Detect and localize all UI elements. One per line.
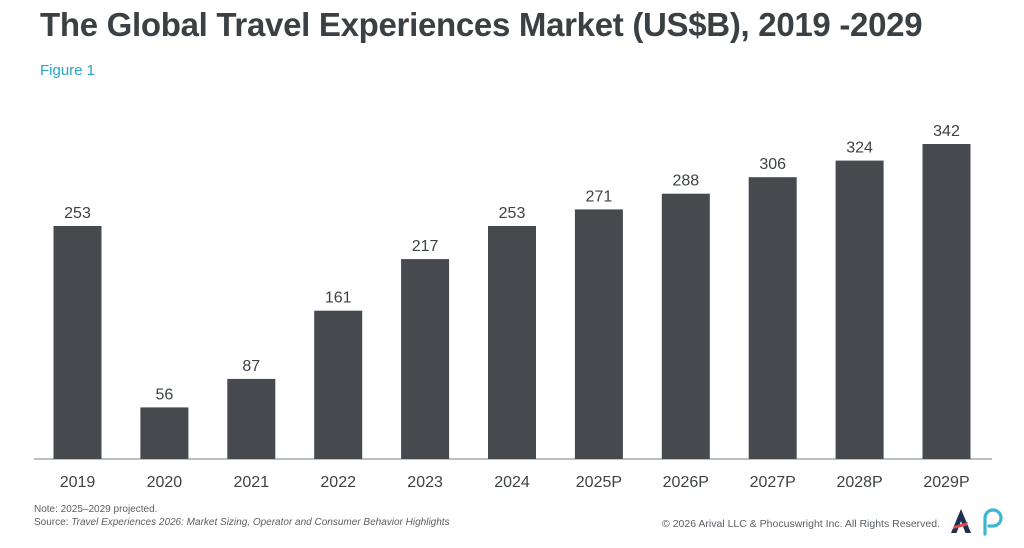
- value-label-2027P: 306: [759, 156, 786, 173]
- bar-chart: 253 56 87 161 217 253 271 288 306 324 342 2019 2020…: [34, 123, 992, 491]
- x-tick-label-2026P: 2026P: [663, 474, 709, 491]
- value-label-2022: 161: [325, 290, 352, 307]
- bar-2028P: [835, 160, 884, 459]
- footer-notes: Note: 2025–2029 projected. Source: Trave…: [34, 503, 450, 529]
- value-label-2019: 253: [64, 205, 91, 222]
- arival-logo-icon: [951, 509, 971, 533]
- value-label-2021: 87: [242, 358, 260, 375]
- projection-note: Note: 2025–2029 projected.: [34, 504, 158, 515]
- x-tick-label-2027P: 2027P: [750, 474, 796, 491]
- x-tick-label-2023: 2023: [407, 474, 443, 491]
- x-tick-label-2025P: 2025P: [576, 474, 622, 491]
- bar-2027P: [748, 177, 797, 459]
- x-tick-label-2020: 2020: [147, 474, 183, 491]
- x-tick-label-2022: 2022: [320, 474, 356, 491]
- x-tick-label-2021: 2021: [234, 474, 270, 491]
- value-label-2028P: 324: [846, 140, 873, 157]
- bar-2021: [227, 378, 276, 459]
- bar-2023: [401, 259, 450, 459]
- x-tick-label-2024: 2024: [494, 474, 530, 491]
- copyright-text: © 2026 Arival LLC & Phocuswright Inc. Al…: [662, 518, 940, 530]
- bar-2020: [140, 407, 189, 459]
- bar-2026P: [661, 193, 710, 459]
- value-label-2029P: 342: [933, 123, 960, 140]
- chart-title: The Global Travel Experiences Market (US…: [40, 6, 923, 43]
- value-label-2023: 217: [412, 238, 439, 255]
- value-label-2026P: 288: [672, 173, 699, 190]
- x-tick-label-2028P: 2028P: [836, 474, 882, 491]
- source-prefix: Source:: [34, 517, 72, 528]
- value-label-2025P: 271: [586, 188, 613, 205]
- phocuswright-logo-icon: [983, 508, 1003, 536]
- bar-2024: [488, 226, 536, 459]
- bar-2019: [53, 226, 102, 459]
- x-tick-label-2029P: 2029P: [923, 474, 969, 491]
- bar-2022: [314, 310, 363, 459]
- value-label-2024: 253: [499, 205, 526, 222]
- bar-2025P: [574, 209, 623, 459]
- bar-2029P: [922, 144, 971, 459]
- figure-label: Figure 1: [40, 62, 96, 79]
- source-title: Travel Experiences 2026: Market Sizing, …: [71, 517, 450, 528]
- value-label-2020: 56: [156, 386, 174, 403]
- source-line: Source: Travel Experiences 2026: Market …: [34, 516, 450, 529]
- x-tick-label-2019: 2019: [60, 474, 96, 491]
